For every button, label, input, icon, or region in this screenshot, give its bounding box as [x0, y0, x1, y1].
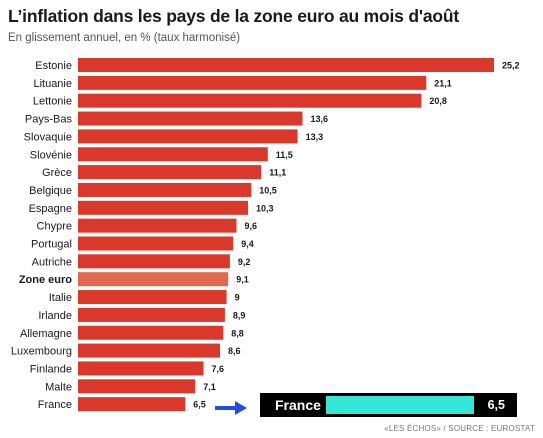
bar	[78, 290, 227, 305]
category-label: Italie	[49, 292, 72, 304]
value-label: 8,8	[231, 328, 244, 338]
bar	[78, 272, 229, 287]
value-label: 9,6	[245, 221, 258, 231]
value-label: 10,3	[256, 203, 274, 213]
bar	[78, 325, 224, 340]
bar	[78, 111, 303, 126]
category-label: Slovaquie	[24, 131, 72, 143]
category-label: Autriche	[32, 256, 72, 268]
bar	[78, 93, 422, 108]
bar	[78, 147, 268, 162]
bar	[78, 379, 196, 394]
category-label: Estonie	[35, 60, 72, 72]
value-label: 11,5	[276, 150, 293, 160]
value-label: 6,5	[193, 400, 206, 410]
bar	[78, 200, 248, 215]
category-label: Finlande	[30, 363, 72, 375]
category-label: Zone euro	[19, 274, 72, 286]
bar	[78, 397, 186, 412]
bar	[78, 307, 225, 322]
value-label: 9,4	[241, 239, 254, 249]
category-label: Allemagne	[20, 328, 72, 340]
category-label: Belgique	[29, 185, 72, 197]
bar	[78, 343, 220, 358]
value-label: 9,2	[238, 257, 251, 267]
category-label: Luxembourg	[11, 346, 72, 358]
bar	[78, 218, 237, 233]
category-label: Espagne	[29, 203, 72, 215]
value-label: 21,1	[434, 78, 452, 88]
value-label: 7,6	[212, 364, 225, 374]
category-label: Lettonie	[33, 96, 72, 108]
value-label: 8,9	[233, 310, 246, 320]
callout-bar	[326, 396, 474, 414]
value-label: 9,1	[236, 275, 249, 285]
bar	[78, 75, 427, 90]
bar	[78, 361, 204, 376]
value-label: 25,2	[502, 61, 520, 71]
bar	[78, 236, 234, 251]
category-label: Malte	[45, 381, 72, 393]
category-label: Lituanie	[33, 78, 72, 90]
bar	[78, 254, 230, 269]
category-label: France	[38, 399, 72, 411]
bar	[78, 165, 262, 180]
chart-title: L’inflation dans les pays de la zone eur…	[8, 6, 459, 26]
value-label: 20,8	[429, 96, 447, 106]
bar	[78, 58, 494, 72]
france-callout: France 6,5	[260, 393, 517, 417]
value-label: 10,5	[259, 185, 277, 195]
category-label: Pays-Bas	[25, 114, 73, 126]
category-label: Grèce	[42, 167, 72, 179]
callout-label: France	[275, 397, 321, 413]
bar	[78, 182, 252, 197]
chart-subtitle: En glissement annuel, en % (taux harmoni…	[8, 32, 241, 44]
value-label: 7,1	[203, 382, 216, 392]
value-label: 9	[235, 293, 240, 303]
source-note: «LES ÉCHOS» / SOURCE : EUROSTAT	[384, 424, 535, 433]
bar	[78, 129, 298, 144]
value-label: 13,3	[306, 132, 324, 142]
value-label: 8,6	[228, 346, 241, 356]
category-label: Slovénie	[30, 149, 72, 161]
category-label: Portugal	[31, 239, 72, 251]
category-label: Irlande	[38, 310, 72, 322]
value-label: 11,1	[269, 168, 286, 178]
callout-value: 6,5	[487, 398, 505, 412]
arrow-right-icon	[215, 401, 247, 415]
value-label: 13,6	[311, 114, 329, 124]
category-label: Chypre	[37, 221, 72, 233]
